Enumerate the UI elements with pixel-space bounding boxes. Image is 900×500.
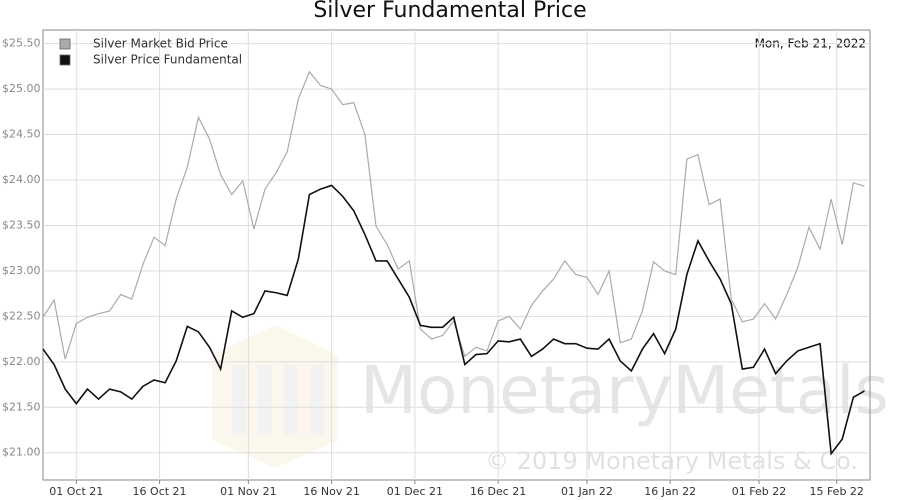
x-tick-label: 01 Feb 22 xyxy=(732,485,786,498)
y-tick-label: $24.50 xyxy=(2,128,41,141)
copyright: © 2019 Monetary Metals & Co. xyxy=(485,447,858,475)
x-tick-label: 15 Feb 22 xyxy=(809,485,863,498)
y-tick-label: $25.50 xyxy=(2,37,41,50)
legend-swatch xyxy=(59,38,71,50)
legend-label: Silver Market Bid Price xyxy=(93,37,228,51)
x-tick-label: 01 Nov 21 xyxy=(220,485,276,498)
series-line xyxy=(42,184,865,456)
x-tick-label: 01 Dec 21 xyxy=(387,485,443,498)
y-tick-label: $23.00 xyxy=(2,264,41,277)
plot-frame xyxy=(42,29,871,481)
x-tick-label: 16 Oct 21 xyxy=(133,485,187,498)
watermark-logo xyxy=(212,325,338,468)
y-tick-label: $22.50 xyxy=(2,309,41,322)
series-line xyxy=(42,70,865,360)
legend-label: Silver Price Fundamental xyxy=(93,53,242,67)
y-tick-label: $23.50 xyxy=(2,218,41,231)
x-tick-label: 01 Oct 21 xyxy=(49,485,103,498)
y-tick-label: $25.00 xyxy=(2,82,41,95)
watermark-text: MonetaryMetals xyxy=(360,352,889,429)
y-tick-label: $21.00 xyxy=(2,446,41,459)
x-tick-label: 16 Jan 22 xyxy=(644,485,696,498)
x-tick-label: 01 Jan 22 xyxy=(561,485,613,498)
chart-title: Silver Fundamental Price xyxy=(313,0,586,23)
y-tick-label: $22.00 xyxy=(2,355,41,368)
y-tick-label: $21.50 xyxy=(2,400,41,413)
x-tick-label: 16 Nov 21 xyxy=(303,485,359,498)
legend-swatch xyxy=(59,54,71,66)
y-tick-label: $24.00 xyxy=(2,173,41,186)
x-tick-label: 16 Dec 21 xyxy=(470,485,526,498)
